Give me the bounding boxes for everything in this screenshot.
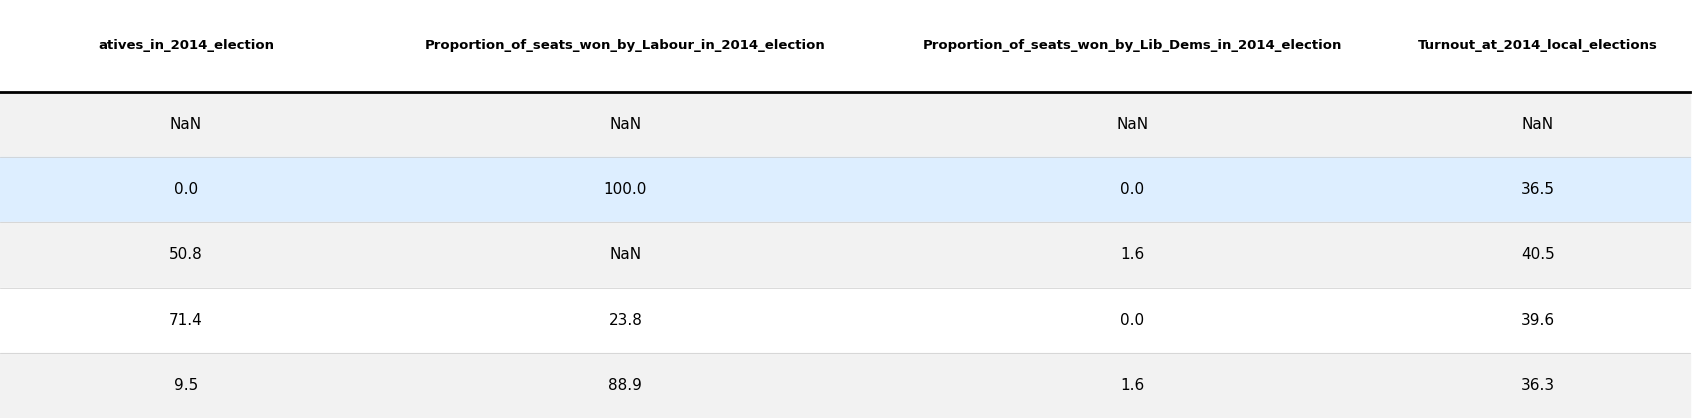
Text: 23.8: 23.8	[609, 313, 643, 328]
FancyBboxPatch shape	[0, 222, 1690, 288]
Text: NaN: NaN	[609, 247, 641, 263]
Text: 0.0: 0.0	[1120, 313, 1144, 328]
Text: 0.0: 0.0	[1120, 182, 1144, 197]
Text: 39.6: 39.6	[1521, 313, 1555, 328]
FancyBboxPatch shape	[0, 353, 1690, 418]
Text: atives_in_2014_election: atives_in_2014_election	[98, 39, 274, 53]
Text: Turnout_at_2014_local_elections: Turnout_at_2014_local_elections	[1418, 39, 1658, 53]
Text: 71.4: 71.4	[169, 313, 203, 328]
Text: 50.8: 50.8	[169, 247, 203, 263]
FancyBboxPatch shape	[0, 157, 1690, 222]
Text: 9.5: 9.5	[174, 378, 198, 393]
Text: NaN: NaN	[1117, 117, 1149, 132]
Text: 1.6: 1.6	[1120, 378, 1144, 393]
Text: 100.0: 100.0	[604, 182, 646, 197]
FancyBboxPatch shape	[0, 0, 1690, 92]
Text: 36.3: 36.3	[1521, 378, 1555, 393]
Text: Proportion_of_seats_won_by_Lib_Dems_in_2014_election: Proportion_of_seats_won_by_Lib_Dems_in_2…	[922, 39, 1342, 53]
FancyBboxPatch shape	[0, 92, 1690, 157]
Text: NaN: NaN	[169, 117, 201, 132]
Text: NaN: NaN	[609, 117, 641, 132]
Text: 0.0: 0.0	[174, 182, 198, 197]
Text: NaN: NaN	[1521, 117, 1553, 132]
Text: Proportion_of_seats_won_by_Labour_in_2014_election: Proportion_of_seats_won_by_Labour_in_201…	[425, 39, 826, 53]
Text: 88.9: 88.9	[609, 378, 643, 393]
FancyBboxPatch shape	[0, 288, 1690, 353]
Text: 40.5: 40.5	[1521, 247, 1555, 263]
Text: 36.5: 36.5	[1521, 182, 1555, 197]
Text: 1.6: 1.6	[1120, 247, 1144, 263]
